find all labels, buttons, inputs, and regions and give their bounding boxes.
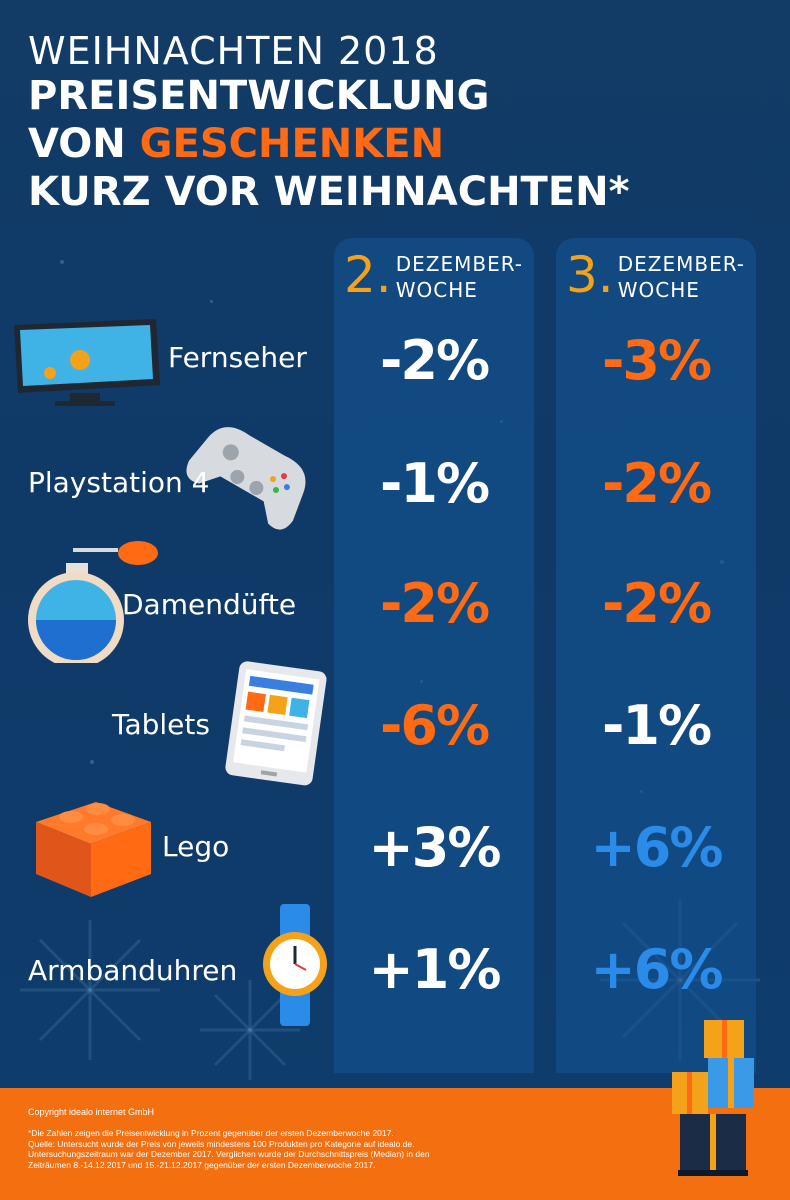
row-armbanduhren: Armbanduhren +1% +6% [0, 904, 790, 1026]
week-3-number: 3. [566, 246, 614, 304]
week-2-value: -2% [379, 572, 490, 635]
week-2-number: 2. [344, 246, 392, 304]
week-2-label-line2: WOCHE [395, 278, 478, 302]
week-2-value: -2% [379, 329, 490, 392]
row-fernseher: Fernseher -2% -3% [0, 305, 790, 415]
week-3-label-line1: DEZEMBER- [617, 252, 746, 276]
week-3-label-line2: WOCHE [617, 278, 700, 302]
row-lego: Lego +3% +6% [0, 792, 790, 902]
gamepad-icon [186, 427, 306, 530]
row-label: Lego [162, 830, 230, 863]
footer-band [0, 1088, 790, 1200]
week-2-value: +3% [368, 816, 502, 879]
tv-icon [14, 319, 160, 406]
week-3-value: +6% [590, 938, 724, 1001]
snowflake-decoration [20, 920, 300, 1080]
wristwatch-icon [263, 904, 327, 1026]
week-3-column: 3. DEZEMBER- WOCHE [556, 238, 756, 1073]
footer-note-line: Untersuchungszeitraum war der Dezember 2… [28, 1149, 430, 1159]
week-3-header: 3. DEZEMBER- WOCHE [566, 250, 745, 302]
title-line-3: KURZ VOR WEIHNACHTEN* [28, 169, 630, 215]
week-2-column: 2. DEZEMBER- WOCHE [334, 238, 534, 1073]
week-3-value: -3% [601, 329, 712, 392]
snow-dot [210, 300, 213, 303]
footer-note-line: Zeiträumen 8.-14.12.2017 und 15.-21.12.2… [28, 1159, 376, 1170]
row-label: Tablets [112, 708, 210, 741]
footer-copyright: Copyright idealo internet GmbH [28, 1107, 155, 1117]
row-playstation: Playstation 4 -1% -2% [0, 427, 790, 538]
row-label: Armbanduhren [28, 954, 238, 987]
row-label: Damendüfte [122, 588, 297, 621]
tablet-icon [225, 661, 327, 786]
title-line-2: VON GESCHENKEN [28, 120, 768, 168]
gift-boxes-icon [672, 1020, 754, 1176]
week-2-value: -6% [379, 694, 490, 757]
row-damenduefte: Damendüfte -2% -2% [0, 541, 790, 663]
week-3-value: -2% [601, 452, 712, 515]
lego-brick-icon [36, 802, 151, 897]
snow-dot [60, 260, 64, 264]
footer-note: *Die Zahlen zeigen die Preisentwicklung … [28, 1128, 458, 1170]
footer-note-line: Quelle: Untersucht wurde der Preis von j… [28, 1138, 415, 1149]
snow-dot [90, 760, 94, 764]
week-3-value: -2% [601, 572, 712, 635]
title-line-1: PREISENTWICKLUNG [28, 73, 490, 119]
week-2-value: +1% [368, 938, 502, 1001]
row-label: Playstation 4 [28, 466, 210, 499]
week-3-value: -1% [601, 694, 712, 757]
week-3-value: +6% [590, 816, 724, 879]
perfume-icon [28, 541, 158, 663]
row-tablets: Tablets -6% -1% [0, 661, 790, 786]
title-accent: GESCHENKEN [139, 121, 445, 167]
week-2-value: -1% [379, 452, 490, 515]
week-2-header: 2. DEZEMBER- WOCHE [344, 250, 523, 302]
footer-note-line: *Die Zahlen zeigen die Preisentwicklung … [28, 1128, 394, 1138]
title-block: WEIHNACHTEN 2018 PREISENTWICKLUNG VON GE… [28, 30, 768, 216]
row-label: Fernseher [168, 341, 307, 374]
title-year: WEIHNACHTEN 2018 [28, 29, 439, 73]
week-2-label-line1: DEZEMBER- [395, 252, 524, 276]
title-line-2-prefix: VON [28, 121, 140, 167]
